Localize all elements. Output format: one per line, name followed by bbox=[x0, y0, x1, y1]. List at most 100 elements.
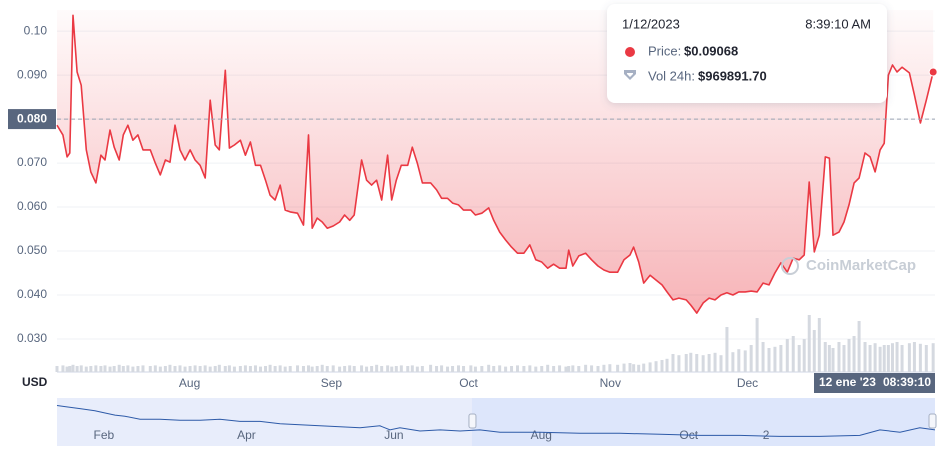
y-tick-label: 0.070 bbox=[17, 155, 47, 169]
navigator-tick-label: Apr bbox=[237, 428, 256, 442]
volume-bar bbox=[660, 360, 664, 372]
tooltip: 1/12/2023 8:39:10 AM Price: $0.09068 Vol… bbox=[607, 4, 887, 103]
volume-bar bbox=[827, 345, 831, 372]
tooltip-date: 1/12/2023 bbox=[622, 16, 680, 31]
y-axis-unit: USD bbox=[22, 375, 48, 389]
volume-bar bbox=[608, 364, 612, 372]
volume-bar bbox=[558, 365, 562, 372]
price-label: Price: bbox=[648, 43, 681, 58]
volume-bar bbox=[183, 366, 187, 372]
volume-bar bbox=[487, 364, 491, 372]
crosshair-y-label: 0.080 bbox=[17, 111, 47, 125]
y-tick-label: 0.10 bbox=[24, 23, 48, 37]
navigator-tick-label: Feb bbox=[94, 428, 115, 442]
volume-bar bbox=[307, 365, 311, 372]
volume-value: $969891.70 bbox=[698, 68, 767, 83]
volume-bar bbox=[469, 365, 473, 372]
volume-bar bbox=[343, 366, 347, 372]
volume-bar bbox=[232, 366, 236, 372]
volume-bar bbox=[890, 343, 894, 372]
overlay: CoinMarketCap USD 1/12/2023 8:39:10 AM P… bbox=[8, 4, 938, 393]
volume-bar bbox=[773, 346, 777, 372]
volume-bar bbox=[315, 366, 319, 372]
volume-bar bbox=[847, 339, 851, 372]
volume-bar bbox=[642, 363, 646, 372]
volume-bar bbox=[296, 365, 300, 372]
volume-bar bbox=[713, 352, 717, 372]
volume-bar bbox=[348, 365, 352, 372]
volume-bar bbox=[84, 366, 88, 372]
volume-bar bbox=[743, 350, 747, 372]
volume-bar bbox=[802, 339, 806, 372]
volume-bar bbox=[498, 365, 502, 372]
volume-bar bbox=[65, 366, 69, 372]
volume-bar bbox=[136, 366, 140, 372]
volume-bar bbox=[868, 345, 872, 372]
volume-bar bbox=[564, 366, 568, 372]
volume-bar bbox=[365, 366, 369, 372]
volume-bar bbox=[515, 365, 519, 372]
volume-bar bbox=[797, 345, 801, 372]
volume-bar bbox=[823, 342, 827, 372]
volume-bar bbox=[301, 366, 305, 372]
volume-bar bbox=[571, 365, 575, 372]
volume-bar bbox=[817, 318, 821, 372]
volume-bar bbox=[895, 342, 899, 372]
volume-bar bbox=[446, 366, 450, 372]
volume-bar bbox=[390, 366, 394, 372]
y-tick-label: 0.050 bbox=[17, 243, 47, 257]
crosshair-y-box bbox=[8, 109, 56, 130]
volume-bar bbox=[637, 364, 641, 372]
navigator-handle[interactable] bbox=[468, 413, 477, 429]
volume-bar bbox=[288, 366, 292, 372]
volume-bar bbox=[420, 366, 424, 372]
volume-bar bbox=[602, 364, 606, 372]
volume-bar bbox=[75, 366, 79, 372]
volume-bar bbox=[654, 361, 658, 372]
volume-bar bbox=[577, 366, 581, 372]
volume-bar bbox=[99, 366, 103, 372]
volume-bar bbox=[755, 318, 759, 372]
volume-bar bbox=[737, 349, 741, 372]
volume-bar bbox=[103, 365, 107, 372]
volume-bar bbox=[243, 365, 247, 372]
volume-bar bbox=[331, 365, 335, 372]
volume-bar bbox=[510, 366, 514, 372]
volume-icon bbox=[624, 70, 636, 80]
volume-bar bbox=[223, 366, 227, 372]
volume-bar bbox=[725, 327, 729, 372]
volume-bar bbox=[360, 365, 364, 372]
volume-bar bbox=[410, 365, 414, 372]
crosshair-x-box bbox=[814, 373, 935, 393]
watermark: CoinMarketCap bbox=[806, 257, 916, 274]
navigator-line bbox=[56, 405, 936, 437]
volume-bar bbox=[117, 364, 121, 372]
volume-bar bbox=[842, 345, 846, 372]
volume-bar bbox=[178, 365, 182, 372]
volume-bar bbox=[863, 342, 867, 372]
volume-bar bbox=[462, 366, 466, 372]
volume-bar bbox=[912, 342, 916, 372]
volume-bar bbox=[148, 366, 152, 372]
volume-bar bbox=[320, 364, 324, 372]
navigator-handle[interactable] bbox=[928, 413, 937, 429]
volume-bar bbox=[695, 354, 699, 372]
volume-bar bbox=[325, 366, 329, 372]
volume-bar bbox=[61, 365, 65, 372]
volume-bar bbox=[622, 363, 626, 372]
volume-bar bbox=[492, 366, 496, 372]
volume-bar bbox=[399, 365, 403, 372]
volume-bar bbox=[689, 352, 693, 372]
volume-label: Vol 24h: bbox=[648, 68, 695, 83]
x-tick-label: Oct bbox=[459, 376, 478, 390]
volume-bar bbox=[386, 365, 390, 372]
volume-bar bbox=[153, 365, 157, 372]
volume-bar bbox=[55, 366, 59, 372]
volume-bar bbox=[852, 336, 856, 372]
x-tick-label: Nov bbox=[600, 376, 621, 390]
volume-bar bbox=[918, 343, 922, 372]
volume-bar bbox=[886, 345, 890, 372]
x-tick-label: Dec bbox=[737, 376, 758, 390]
navigator-tick-label: Jun bbox=[384, 428, 403, 442]
volume-bar bbox=[761, 342, 765, 372]
